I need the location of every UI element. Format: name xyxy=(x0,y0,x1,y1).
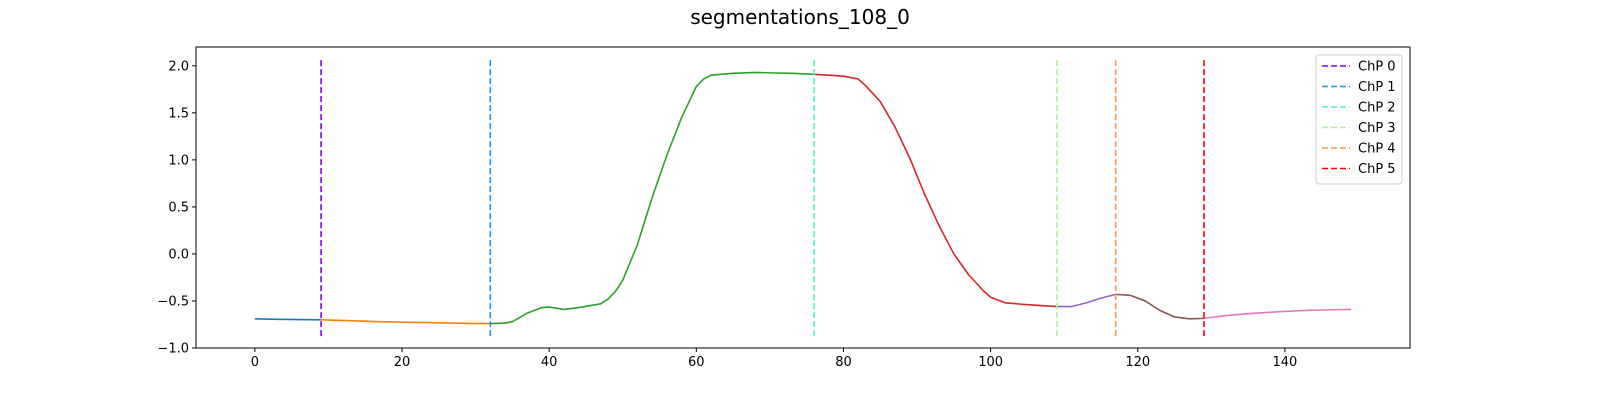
x-tick-label: 80 xyxy=(835,355,852,370)
legend-label-0: ChP 0 xyxy=(1358,60,1396,75)
legend-label-1: ChP 1 xyxy=(1358,80,1396,95)
series-segment-0 xyxy=(254,318,322,321)
series-segment-3 xyxy=(813,73,1057,308)
series-segment-6 xyxy=(1203,308,1352,320)
x-tick-label: 100 xyxy=(978,355,1003,370)
x-tick-label: 120 xyxy=(1125,355,1150,370)
x-tick-label: 40 xyxy=(541,355,558,370)
x-tick-label: 20 xyxy=(394,355,411,370)
y-tick-label: 0.0 xyxy=(168,247,189,262)
y-tick-label: −1.0 xyxy=(157,342,189,357)
axes-frame xyxy=(195,46,1411,349)
x-tick-label: 60 xyxy=(688,355,705,370)
legend-label-2: ChP 2 xyxy=(1358,101,1396,116)
series-segment-1 xyxy=(321,318,491,325)
series-segment-4 xyxy=(1056,293,1116,308)
legend-box xyxy=(1315,54,1403,185)
x-tick-label: 0 xyxy=(251,355,259,370)
y-tick-label: −0.5 xyxy=(157,294,189,309)
series-segment-5 xyxy=(1115,293,1205,320)
legend-label-3: ChP 3 xyxy=(1358,121,1396,136)
chart-title: segmentations_108_0 xyxy=(690,5,910,29)
x-tick-label: 140 xyxy=(1273,355,1298,370)
series-segment-2 xyxy=(490,71,815,325)
legend-label-5: ChP 5 xyxy=(1358,162,1396,177)
y-tick-label: 1.0 xyxy=(168,153,189,168)
y-tick-label: 0.5 xyxy=(168,200,189,215)
y-tick-label: 2.0 xyxy=(168,59,189,74)
legend-label-4: ChP 4 xyxy=(1358,142,1396,157)
plot-area: 0 20 40 60 80 100 120 140 −1.0 −0.5 0.0 0.5 1.0 1.5 2.… xyxy=(157,46,1411,370)
y-tick-label: 1.5 xyxy=(168,106,189,121)
